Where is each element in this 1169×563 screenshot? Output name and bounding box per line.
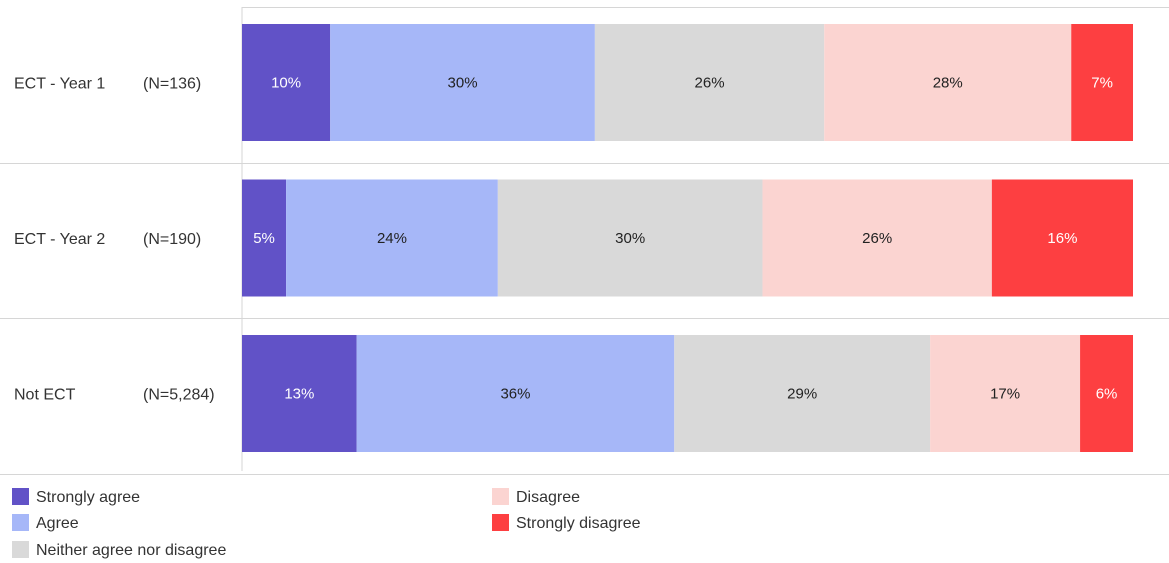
bar-segment bbox=[991, 179, 1133, 297]
bar-segment bbox=[242, 24, 331, 141]
legend-swatch bbox=[492, 514, 509, 531]
data-label: 36% bbox=[500, 386, 530, 403]
legend-swatch bbox=[12, 541, 29, 558]
data-label: 28% bbox=[933, 75, 963, 92]
legend-swatch bbox=[12, 488, 29, 505]
legend-label: Strongly agree bbox=[36, 489, 140, 506]
category-label: Not ECT bbox=[14, 387, 76, 404]
data-label: 30% bbox=[615, 230, 645, 247]
data-label: 13% bbox=[284, 386, 314, 403]
legend-swatch bbox=[12, 514, 29, 531]
chart-legend: Strongly agree Agree Neither agree nor dis… bbox=[12, 488, 641, 559]
legend-item: Neither agree nor disagree bbox=[12, 541, 226, 559]
legend-item: Strongly agree bbox=[12, 488, 140, 506]
chart-frame bbox=[0, 7, 1169, 475]
bar-segment bbox=[674, 335, 931, 452]
bar-row: Not ECT (N=5,284) 13% 36% 29% 17% 6% bbox=[14, 335, 1133, 452]
bar-row: ECT - Year 2 (N=190) 5% 24% 30% 26% 16% bbox=[14, 179, 1133, 297]
data-label: 29% bbox=[787, 386, 817, 403]
data-label: 6% bbox=[1096, 386, 1118, 403]
data-label: 30% bbox=[448, 75, 478, 92]
bar-segment bbox=[594, 24, 825, 141]
bar-segment bbox=[930, 335, 1081, 452]
bar-segment bbox=[330, 24, 595, 141]
legend-label: Neither agree nor disagree bbox=[36, 542, 226, 559]
data-label: 17% bbox=[990, 386, 1020, 403]
legend-label: Agree bbox=[36, 515, 79, 532]
bar-segment bbox=[242, 179, 287, 297]
bar-segment bbox=[762, 179, 992, 297]
data-label: 26% bbox=[695, 75, 725, 92]
sample-size-label: (N=136) bbox=[143, 76, 201, 93]
chart-rows: ECT - Year 1 (N=136) 10% 30% 26% 28% 7%ECT - Y… bbox=[14, 24, 1133, 452]
legend-label: Disagree bbox=[516, 489, 580, 506]
category-label: ECT - Year 1 bbox=[14, 76, 105, 93]
bar-segment bbox=[356, 335, 675, 452]
data-label: 10% bbox=[271, 75, 301, 92]
sample-size-label: (N=5,284) bbox=[143, 387, 215, 404]
bar-segment bbox=[242, 335, 357, 452]
legend-item: Disagree bbox=[492, 488, 580, 506]
data-label: 26% bbox=[862, 230, 892, 247]
legend-label: Strongly disagree bbox=[516, 515, 641, 532]
bar-segment bbox=[497, 179, 763, 297]
data-label: 5% bbox=[253, 230, 275, 247]
category-label: ECT - Year 2 bbox=[14, 231, 105, 248]
legend-item: Strongly disagree bbox=[492, 514, 641, 532]
data-label: 7% bbox=[1091, 75, 1113, 92]
bar-segment bbox=[824, 24, 1072, 141]
bar-segment bbox=[1071, 24, 1133, 141]
bar-row: ECT - Year 1 (N=136) 10% 30% 26% 28% 7% bbox=[14, 24, 1133, 141]
data-label: 24% bbox=[377, 230, 407, 247]
sample-size-label: (N=190) bbox=[143, 231, 201, 248]
bar-segment bbox=[286, 179, 498, 297]
bar-segment bbox=[1080, 335, 1133, 452]
data-label: 16% bbox=[1047, 230, 1077, 247]
legend-swatch bbox=[492, 488, 509, 505]
legend-item: Agree bbox=[12, 514, 79, 532]
